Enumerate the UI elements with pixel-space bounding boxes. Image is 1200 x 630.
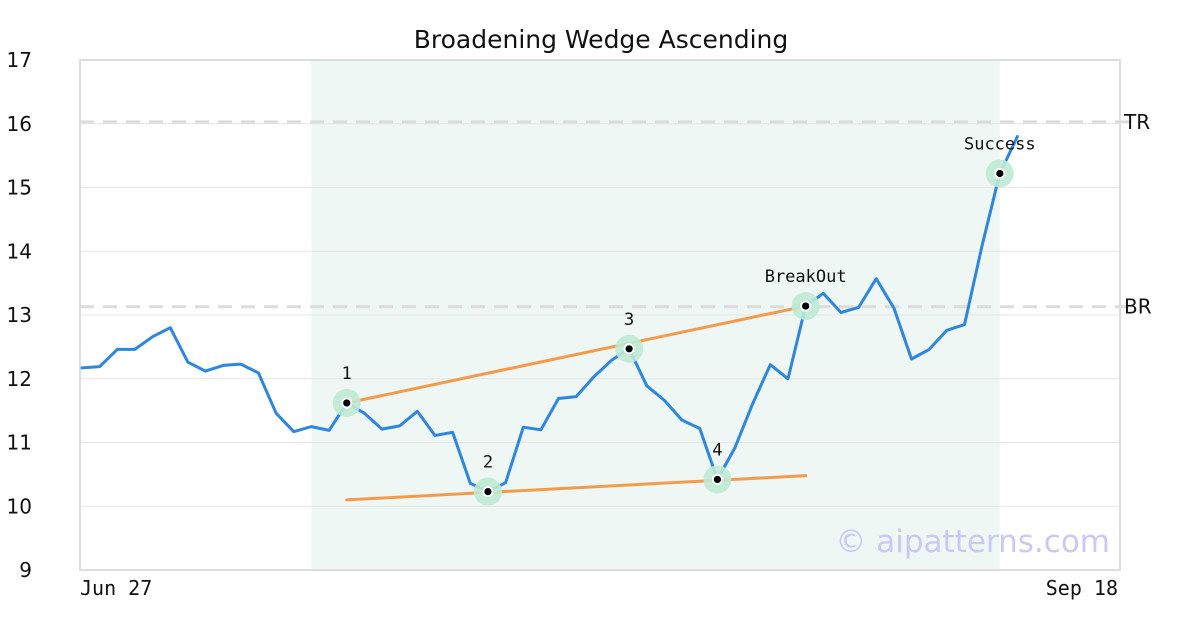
y-tick-label: 14 <box>7 239 32 263</box>
y-tick-label: 11 <box>7 431 32 455</box>
series-layer <box>80 135 1019 494</box>
pattern-point <box>625 345 633 353</box>
pattern-point-label: 3 <box>624 310 634 330</box>
x-tick-label: Sep 18 <box>1046 576 1118 600</box>
reference-line-label: TR <box>1123 110 1150 134</box>
chart-title: Broadening Wedge Ascending <box>414 25 789 54</box>
y-tick-label: 17 <box>7 48 32 72</box>
reference-line-label: BR <box>1124 295 1152 319</box>
y-tick-label: 15 <box>7 176 32 200</box>
pattern-point-label: Success <box>964 134 1036 154</box>
trendline <box>345 304 808 405</box>
y-tick-label: 12 <box>7 367 32 391</box>
pattern-point <box>484 487 492 496</box>
y-tick-label: 13 <box>7 303 32 327</box>
pattern-point-label: 4 <box>712 440 722 460</box>
x-axis-ticks: Jun 27 Sep 18 <box>80 576 1118 600</box>
pattern-point <box>343 399 351 407</box>
watermark: © aipatterns.com <box>835 524 1110 560</box>
pattern-points-layer: 1 2 3 4 BreakOut Success <box>332 134 1036 506</box>
pattern-point-label: 1 <box>342 364 352 384</box>
price-line <box>80 135 1019 494</box>
pattern-point-label: 2 <box>483 453 493 473</box>
pattern-point-label: BreakOut <box>765 267 847 287</box>
pattern-point <box>802 302 810 310</box>
grid-layer <box>80 123 1120 507</box>
horizontal-lines-layer: TR BR <box>80 110 1152 319</box>
pattern-point <box>713 475 722 484</box>
plot-frame <box>79 59 1121 571</box>
pattern-point <box>996 169 1004 178</box>
x-tick-label: Jun 27 <box>80 576 152 600</box>
y-tick-label: 10 <box>7 494 32 518</box>
y-axis-ticks: 9 10 11 12 13 14 15 16 17 <box>7 48 32 582</box>
y-tick-label: 9 <box>19 558 32 582</box>
y-tick-label: 16 <box>7 112 32 136</box>
